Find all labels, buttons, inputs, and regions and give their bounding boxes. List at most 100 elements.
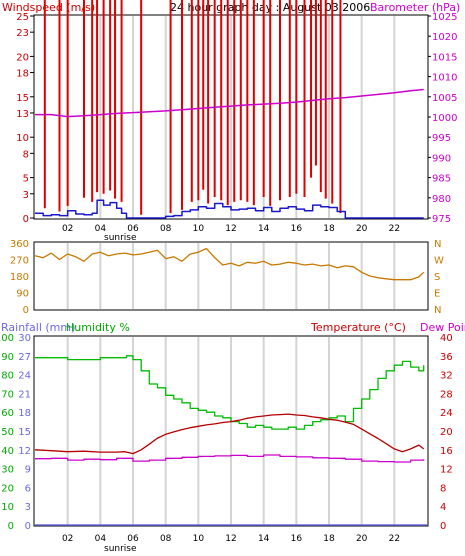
- rain-tick-label: 30: [18, 333, 31, 344]
- windspeed-tick-label: 3: [23, 190, 29, 201]
- x-tick-label-top: 16: [291, 224, 303, 234]
- compass-tick-label: S: [434, 272, 440, 283]
- temperature-line: [34, 413, 425, 455]
- temperature-tick-label: 32: [440, 371, 453, 382]
- x-tick-label-bottom: 10: [193, 534, 205, 544]
- x-tick-label-top: 12: [225, 224, 236, 234]
- dewpoint-line: [35, 454, 425, 463]
- sunrise-label-top: sunrise: [104, 233, 137, 243]
- temperature-tick-label: 28: [440, 389, 453, 400]
- dewpoint-axis-title: Dew Point: [420, 321, 465, 334]
- rain-tick-label: 3: [25, 502, 31, 513]
- direction-tick-label: 270: [10, 256, 29, 267]
- x-tick-label-top: 08: [160, 224, 172, 234]
- compass-tick-label: N: [434, 305, 441, 316]
- x-tick-label-bottom: 22: [389, 534, 400, 544]
- humidity-tick-label: 80: [1, 371, 14, 382]
- x-tick-label-bottom: 02: [62, 534, 73, 544]
- windspeed-tick-label: 18: [16, 69, 29, 80]
- barometer-tick-label: 980: [432, 194, 451, 205]
- x-tick-label-bottom: 18: [323, 534, 335, 544]
- humidity-axis-title: Humidity %: [66, 321, 130, 334]
- temperature-tick-label: 0: [440, 521, 446, 532]
- barometer-axis-title: Barometer (hPa): [370, 1, 460, 14]
- rain-tick-label: 15: [18, 427, 31, 438]
- direction-tick-label: 90: [16, 289, 29, 300]
- temperature-axis-title: Temperature (°C): [310, 321, 406, 334]
- humidity-tick-label: 10: [1, 502, 14, 513]
- x-tick-label-bottom: 16: [291, 534, 303, 544]
- humidity-tick-label: 20: [1, 483, 14, 494]
- humidity-tick-label: 90: [1, 352, 14, 363]
- direction-tick-label: 180: [10, 272, 29, 283]
- x-tick-label-top: 22: [389, 224, 400, 234]
- x-tick-label-bottom: 14: [258, 534, 270, 544]
- rain-tick-label: 0: [25, 521, 31, 532]
- humidity-tick-label: 50: [1, 427, 14, 438]
- temperature-tick-label: 16: [440, 446, 453, 457]
- series-layer: [34, 0, 427, 526]
- humidity-tick-label: 40: [1, 446, 14, 457]
- windspeed-tick-label: 0: [23, 214, 29, 225]
- rain-tick-label: 12: [18, 446, 31, 457]
- barometer-tick-label: 1005: [432, 93, 457, 104]
- direction-tick-label: 0: [23, 305, 29, 316]
- x-tick-label-bottom: 04: [95, 534, 107, 544]
- temperature-tick-label: 40: [440, 333, 453, 344]
- barometer-tick-label: 975: [432, 214, 451, 225]
- windspeed-tick-label: 15: [16, 93, 29, 104]
- humidity-tick-label: 70: [1, 389, 14, 400]
- temperature-tick-label: 36: [440, 352, 453, 363]
- rain-tick-label: 9: [25, 465, 31, 476]
- x-tick-label-bottom: 08: [160, 534, 172, 544]
- windspeed-tick-label: 23: [16, 28, 29, 39]
- x-tick-label-top: 14: [258, 224, 270, 234]
- rain-tick-label: 6: [25, 483, 31, 494]
- humidity-tick-label: 30: [1, 465, 14, 476]
- x-tick-label-top: 20: [356, 224, 368, 234]
- barometer-tick-label: 995: [432, 133, 451, 144]
- axis-layer: 0202040406060808101012121414161618182020…: [0, 12, 457, 544]
- temperature-tick-label: 24: [440, 408, 453, 419]
- x-tick-label-top: 06: [127, 224, 139, 234]
- humidity-tick-label: 0: [8, 521, 14, 532]
- windspeed-tick-label: 25: [16, 12, 29, 23]
- barometer-tick-label: 1015: [432, 52, 457, 63]
- barometer-tick-label: 1010: [432, 73, 457, 84]
- temperature-tick-label: 4: [440, 502, 446, 513]
- humidity-line: [35, 355, 425, 430]
- barometer-line: [35, 88, 424, 118]
- average-windspeed-line: [35, 199, 424, 219]
- windspeed-tick-label: 10: [16, 133, 29, 144]
- windspeed-tick-label: 5: [23, 174, 29, 185]
- rain-tick-label: 24: [18, 371, 31, 382]
- barometer-tick-label: 1025: [432, 12, 457, 23]
- x-tick-label-bottom: 06: [127, 534, 139, 544]
- humidity-tick-label: 60: [1, 408, 14, 419]
- wind-direction-line: [34, 247, 425, 281]
- x-tick-label-top: 02: [62, 224, 73, 234]
- direction-tick-label: 360: [10, 239, 29, 250]
- compass-tick-label: W: [434, 256, 444, 267]
- humidity-tick-label: 100: [0, 333, 14, 344]
- windspeed-tick-label: 8: [23, 149, 29, 160]
- rainfall-axis-title: Rainfall (mm): [1, 321, 75, 334]
- barometer-tick-label: 1020: [432, 32, 457, 43]
- temperature-tick-label: 12: [440, 465, 453, 476]
- rain-tick-label: 27: [18, 352, 31, 363]
- temperature-tick-label: 8: [440, 483, 446, 494]
- sunrise-label-bottom: sunrise: [104, 544, 137, 554]
- barometer-tick-label: 990: [432, 153, 451, 164]
- windspeed-tick-label: 13: [16, 109, 29, 120]
- x-tick-label-bottom: 20: [356, 534, 368, 544]
- windspeed-tick-label: 20: [16, 52, 29, 63]
- compass-tick-label: N: [434, 239, 441, 250]
- compass-tick-label: E: [434, 289, 440, 300]
- windspeed-axis-title: Windspeed (m/s): [2, 1, 95, 14]
- barometer-tick-label: 985: [432, 174, 451, 185]
- x-tick-label-top: 18: [323, 224, 335, 234]
- x-tick-label-top: 10: [193, 224, 205, 234]
- x-tick-label-top: 04: [95, 224, 107, 234]
- temperature-tick-label: 20: [440, 427, 453, 438]
- rain-tick-label: 21: [18, 389, 31, 400]
